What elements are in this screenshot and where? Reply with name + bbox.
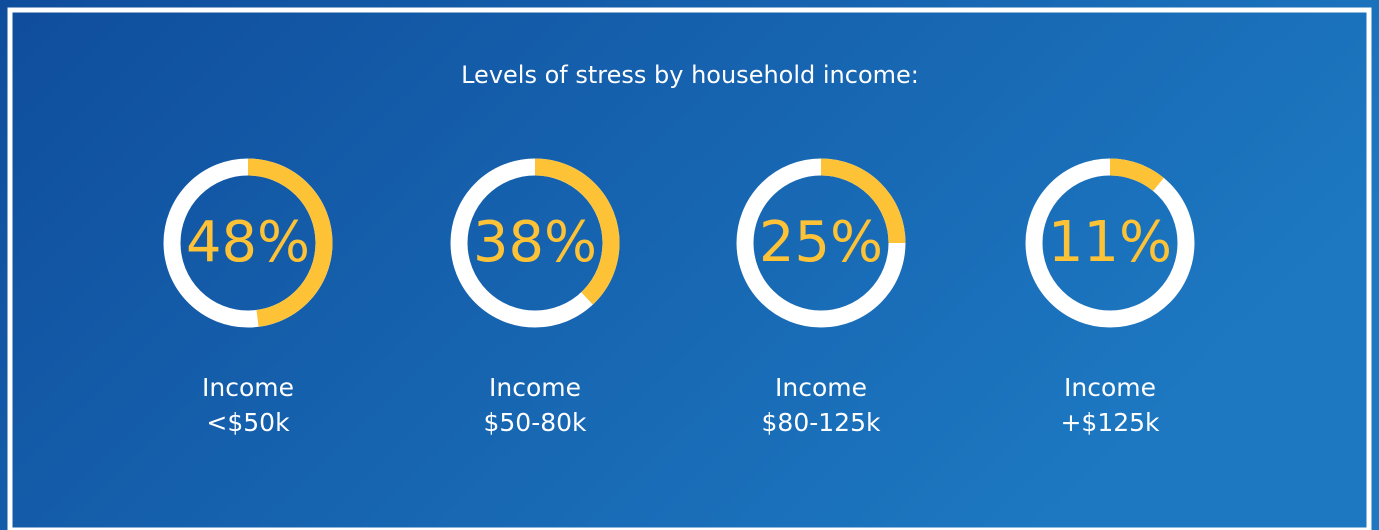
category-label: Income — [202, 373, 294, 402]
value-label: 48% — [186, 210, 310, 275]
category-label: Income — [775, 373, 867, 402]
frame — [7, 7, 1372, 530]
category-label: <$50k — [206, 408, 290, 437]
category-label: +$125k — [1060, 408, 1160, 437]
value-label: 11% — [1048, 210, 1172, 275]
donut-arc — [1109, 158, 1164, 192]
category-label: Income — [489, 373, 581, 402]
category-label: $50-80k — [483, 408, 587, 437]
chart-title: Levels of stress by household income: — [461, 61, 919, 89]
category-label: $80-125k — [762, 408, 881, 437]
donut-arc — [247, 158, 333, 327]
category-label: Income — [1064, 373, 1156, 402]
value-label: 25% — [759, 210, 883, 275]
donut-arc — [534, 158, 620, 305]
donut-arc — [820, 158, 906, 244]
value-label: 38% — [473, 210, 597, 275]
